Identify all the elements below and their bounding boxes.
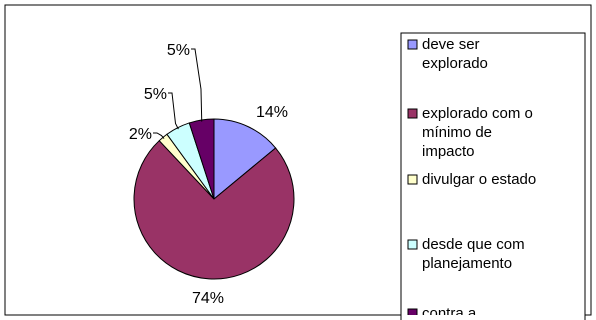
pie-slice xyxy=(213,118,277,201)
legend-box xyxy=(400,32,586,320)
legend-label: deve ser explorado xyxy=(422,36,488,72)
legend-swatch xyxy=(407,174,418,185)
pie-data-label: 74% xyxy=(192,290,224,307)
legend-label: desde que com planejamento xyxy=(422,236,525,272)
legend-swatch xyxy=(407,308,418,315)
pie-chart xyxy=(133,118,295,280)
leader-line xyxy=(168,92,179,130)
legend-label: contra a xyxy=(422,305,477,320)
pie-data-label: 5% xyxy=(144,86,167,103)
legend: deve ser explorado explorado com o mínimo d… xyxy=(400,32,586,320)
pie-data-label: 14% xyxy=(256,104,288,121)
legend-swatch xyxy=(407,239,418,250)
pie-data-labels: 14% 74% 2% 5% 5% xyxy=(129,42,288,307)
legend-label: explorado com o mínimo de impacto xyxy=(422,105,533,160)
pie-data-label: 5% xyxy=(167,42,190,59)
leader-line xyxy=(191,48,203,122)
leader-line xyxy=(153,132,165,139)
pie-data-label: 2% xyxy=(129,126,152,143)
legend-label: divulgar o estado xyxy=(422,171,536,188)
pie-slice xyxy=(133,139,295,280)
legend-swatch xyxy=(407,39,418,50)
legend-swatch xyxy=(407,108,418,119)
